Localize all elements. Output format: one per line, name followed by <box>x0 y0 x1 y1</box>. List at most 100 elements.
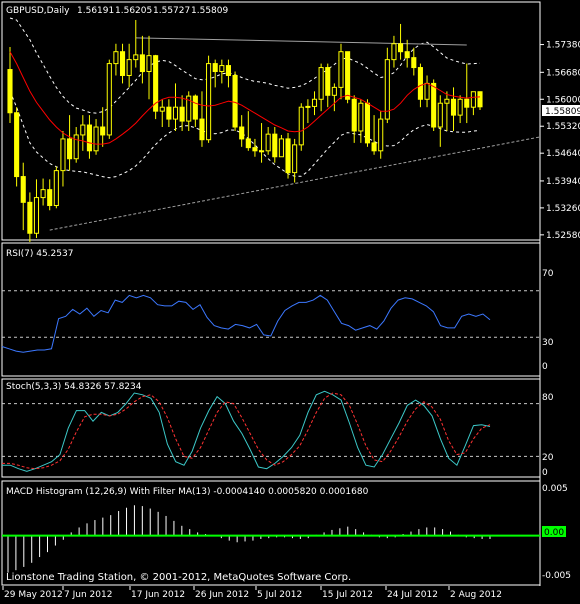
candle-body-21 <box>146 55 152 73</box>
candle-body-30 <box>206 63 212 141</box>
current-price-box <box>542 105 580 116</box>
candle-body-69 <box>464 98 470 108</box>
candle-body-28 <box>192 95 198 120</box>
stoch-level-20-label: 20 <box>542 453 554 463</box>
candle-body-37 <box>252 147 258 152</box>
candle-body-12 <box>86 124 92 152</box>
stoch-main-line <box>2 390 491 472</box>
time-label-0: 29 May 2012 <box>4 590 63 600</box>
moving-average-line <box>9 51 481 145</box>
price-tick-label-4: 1.54640 <box>546 149 580 159</box>
candle-body-14 <box>100 126 106 136</box>
candle-body-8 <box>60 138 66 172</box>
candle-body-56 <box>378 118 384 152</box>
ohlc-close: 1.55809 <box>191 6 228 16</box>
macd-series <box>2 505 540 573</box>
rsi-line <box>1 294 491 353</box>
candle-body-13 <box>93 126 99 152</box>
panel-border-1 <box>1 242 541 377</box>
candle-body-32 <box>219 65 225 73</box>
candle-body-1 <box>14 112 20 178</box>
ohlc-high: 1.56205 <box>115 6 152 16</box>
price-panel[interactable]: GBPUSD,Daily 1.56191 1.56205 1.55727 1.5… <box>6 6 580 242</box>
rsi-label: RSI(7) 45.2537 <box>6 249 73 259</box>
price-tick-label-3: 1.55320 <box>546 122 580 132</box>
candle-body-24 <box>166 106 172 120</box>
time-label-2: 17 Jun 2012 <box>131 590 185 600</box>
stoch-label: Stoch(5,3,3) 54.8326 57.8234 <box>6 382 142 392</box>
candle-body-47 <box>318 67 324 100</box>
candle-body-3 <box>27 201 33 234</box>
time-label-3: 26 Jun 2012 <box>195 590 249 600</box>
rsi-series <box>1 290 540 353</box>
candle-body-27 <box>186 95 192 122</box>
candle-body-54 <box>364 102 371 144</box>
candle-body-34 <box>232 74 238 128</box>
candle-body-11 <box>80 124 86 136</box>
candle-body-48 <box>325 67 331 96</box>
rsi-level-70-label: 70 <box>542 269 554 279</box>
macd-panel[interactable]: MACD Histogram (12,26,9) With Filter MA(… <box>2 484 571 583</box>
stochastic-panel[interactable]: Stoch(5,3,3) 54.8326 57.8234 80 20 0 <box>2 382 554 478</box>
time-label-5: 15 Jul 2012 <box>322 590 373 600</box>
price-axis-labels: 1.57380 1.56680 1.56000 1.55320 1.54640 1.539… <box>540 41 580 241</box>
candle-body-0 <box>7 69 13 114</box>
price-series <box>7 17 541 242</box>
macd-upper-label: 0.005 <box>542 484 568 494</box>
price-tick-label-1: 1.56680 <box>546 68 580 78</box>
macd-zero-label: 0.00 <box>544 528 564 538</box>
candle-body-61 <box>411 57 417 69</box>
candle-body-55 <box>371 142 377 152</box>
candle-body-46 <box>311 98 318 107</box>
candle-body-58 <box>391 43 397 61</box>
candle-body-49 <box>331 86 337 96</box>
candle-body-23 <box>159 106 165 112</box>
candle-body-6 <box>47 189 53 207</box>
candle-body-50 <box>338 51 344 88</box>
time-label-7: 2 Aug 2012 <box>450 590 502 600</box>
candle-body-53 <box>358 102 364 132</box>
candle-body-41 <box>278 138 284 158</box>
macd-label: MACD Histogram (12,26,9) With Filter MA(… <box>6 487 369 497</box>
candle-body-35 <box>239 126 245 140</box>
candle-body-43 <box>292 144 298 174</box>
time-label-4: 5 Jul 2012 <box>257 590 302 600</box>
candle-body-31 <box>212 63 218 73</box>
candle-body-51 <box>345 51 351 100</box>
candle-body-39 <box>265 133 271 152</box>
price-tick-label-5: 1.53940 <box>546 177 580 187</box>
copyright-text: Lionstone Trading Station, © 2001-2012, … <box>6 572 351 583</box>
candle-body-2 <box>20 176 26 203</box>
ohlc-open: 1.56191 <box>77 6 114 16</box>
price-tick-label-6: 1.53260 <box>546 204 580 214</box>
candle-body-70 <box>470 91 476 108</box>
candle-body-10 <box>73 134 79 160</box>
candle-body-7 <box>53 170 59 207</box>
candle-body-52 <box>351 98 357 132</box>
resistance-trendline <box>135 37 467 46</box>
macd-filter-value-box <box>542 526 566 537</box>
candle-body-68 <box>457 98 463 116</box>
candle-body-4 <box>33 197 40 234</box>
rsi-panel[interactable]: RSI(7) 45.2537 70 30 0 <box>1 249 554 372</box>
candle-body-33 <box>225 65 232 76</box>
candle-body-44 <box>298 106 304 146</box>
panel-frame <box>1 1 541 586</box>
candle-body-15 <box>106 63 112 136</box>
stoch-signal-line <box>2 392 491 470</box>
candle-body-5 <box>40 189 46 199</box>
candle-body-40 <box>272 133 278 158</box>
candle-body-29 <box>199 118 205 141</box>
macd-lower-label: -0.005 <box>542 571 571 581</box>
candle-body-60 <box>404 51 410 59</box>
candle-body-62 <box>417 67 423 100</box>
time-label-1: 7 Jun 2012 <box>64 590 112 600</box>
candle-body-38 <box>258 150 265 153</box>
symbol-label: GBPUSD,Daily <box>6 6 70 16</box>
candle-body-17 <box>119 51 126 76</box>
price-tick-label-7: 1.52580 <box>546 231 580 241</box>
rsi-level-30-label: 30 <box>542 338 554 348</box>
stoch-level-80-label: 80 <box>542 393 554 403</box>
